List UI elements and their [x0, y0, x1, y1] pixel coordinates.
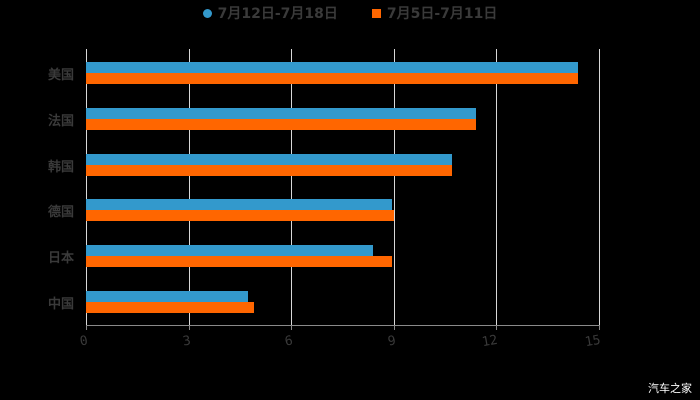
gridline	[599, 49, 600, 325]
y-category-label: 法国	[48, 114, 75, 129]
x-tick-label: 9	[386, 333, 398, 350]
y-category-label: 中国	[48, 297, 75, 312]
y-category-label: 韩国	[48, 160, 75, 175]
legend-label: 7月12日-7月18日	[217, 6, 338, 22]
x-tick	[394, 325, 395, 330]
x-tick	[496, 325, 497, 330]
bar-series-1[interactable]	[86, 245, 373, 256]
bar-series-2[interactable]	[86, 165, 452, 176]
bar-series-2[interactable]	[86, 302, 254, 313]
legend-item-series-1[interactable]: 7月12日-7月18日	[202, 3, 338, 23]
x-tick	[86, 325, 87, 330]
bar-series-1[interactable]	[86, 62, 578, 73]
x-tick	[599, 325, 600, 330]
bar-series-2[interactable]	[86, 256, 392, 267]
legend-square-icon	[371, 8, 381, 18]
y-category-label: 日本	[48, 251, 75, 266]
y-category-label: 德国	[48, 205, 75, 220]
gridline	[394, 49, 395, 325]
bar-series-2[interactable]	[86, 119, 476, 130]
gridline	[291, 49, 292, 325]
x-tick-label: 3	[181, 333, 193, 350]
bar-series-2[interactable]	[86, 73, 578, 84]
legend-dot-icon	[202, 8, 212, 18]
x-tick-label: 12	[480, 332, 499, 351]
x-tick-label: 15	[583, 332, 602, 351]
gridline	[86, 49, 87, 325]
watermark: 汽车之家	[648, 382, 692, 395]
x-tick	[189, 325, 190, 330]
bar-series-2[interactable]	[86, 210, 394, 221]
x-tick-label: 6	[283, 333, 295, 350]
legend-item-series-2[interactable]: 7月5日-7月11日	[371, 3, 498, 23]
x-axis-line	[86, 325, 599, 326]
chart-legend: 7月12日-7月18日 7月5日-7月11日	[0, 3, 700, 23]
bar-series-1[interactable]	[86, 108, 476, 119]
gridline	[189, 49, 190, 325]
bar-series-1[interactable]	[86, 154, 452, 165]
x-tick-label: 0	[78, 333, 90, 350]
y-category-label: 美国	[48, 68, 75, 83]
gridline	[496, 49, 497, 325]
legend-label: 7月5日-7月11日	[386, 6, 498, 22]
x-tick	[291, 325, 292, 330]
bar-series-1[interactable]	[86, 199, 392, 210]
plot-area	[86, 49, 600, 330]
bar-series-1[interactable]	[86, 291, 248, 302]
